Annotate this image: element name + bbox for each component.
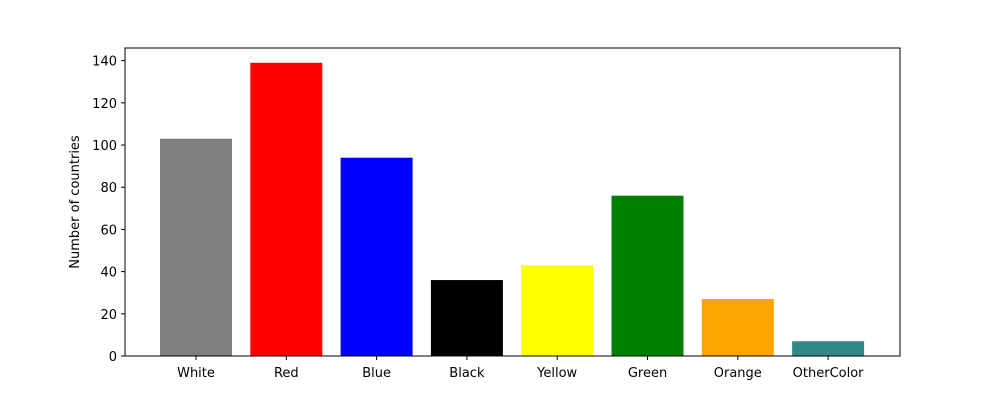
y-tick-label: 100 (92, 139, 117, 154)
plot-frame (124, 47, 901, 357)
y-tick-label: 20 (100, 308, 117, 323)
bar-red (250, 62, 323, 357)
x-axis: White Red Blue Black Yellow Green Orange OtherC… (177, 356, 864, 381)
y-axis: 0 20 40 60 80 100 120 140 (92, 55, 125, 365)
x-tick-label: Blue (362, 366, 391, 381)
bar-yellow (521, 265, 594, 356)
y-tick-label: 120 (92, 97, 117, 112)
x-tick-label: Orange (714, 366, 762, 381)
bar-green (611, 195, 684, 356)
y-tick-label: 40 (100, 266, 117, 281)
y-tick-label: 80 (100, 181, 117, 196)
y-tick-label: 60 (100, 223, 117, 238)
y-tick-label: 0 (109, 350, 117, 365)
y-axis-label: Number of countries (68, 135, 83, 269)
bar-white (160, 138, 232, 356)
x-tick-label: Red (274, 366, 299, 381)
x-tick-label: OtherColor (793, 366, 865, 381)
y-tick-label: 140 (92, 55, 117, 70)
bars-group (160, 62, 865, 357)
x-tick-label: Green (628, 366, 667, 381)
x-tick-label: Yellow (536, 366, 577, 381)
bar-orange (701, 299, 774, 356)
x-tick-label: White (177, 366, 215, 381)
bar-black (430, 280, 503, 356)
bar-othercolor (792, 341, 865, 356)
bar-blue (340, 157, 413, 356)
x-tick-label: Black (449, 366, 485, 381)
